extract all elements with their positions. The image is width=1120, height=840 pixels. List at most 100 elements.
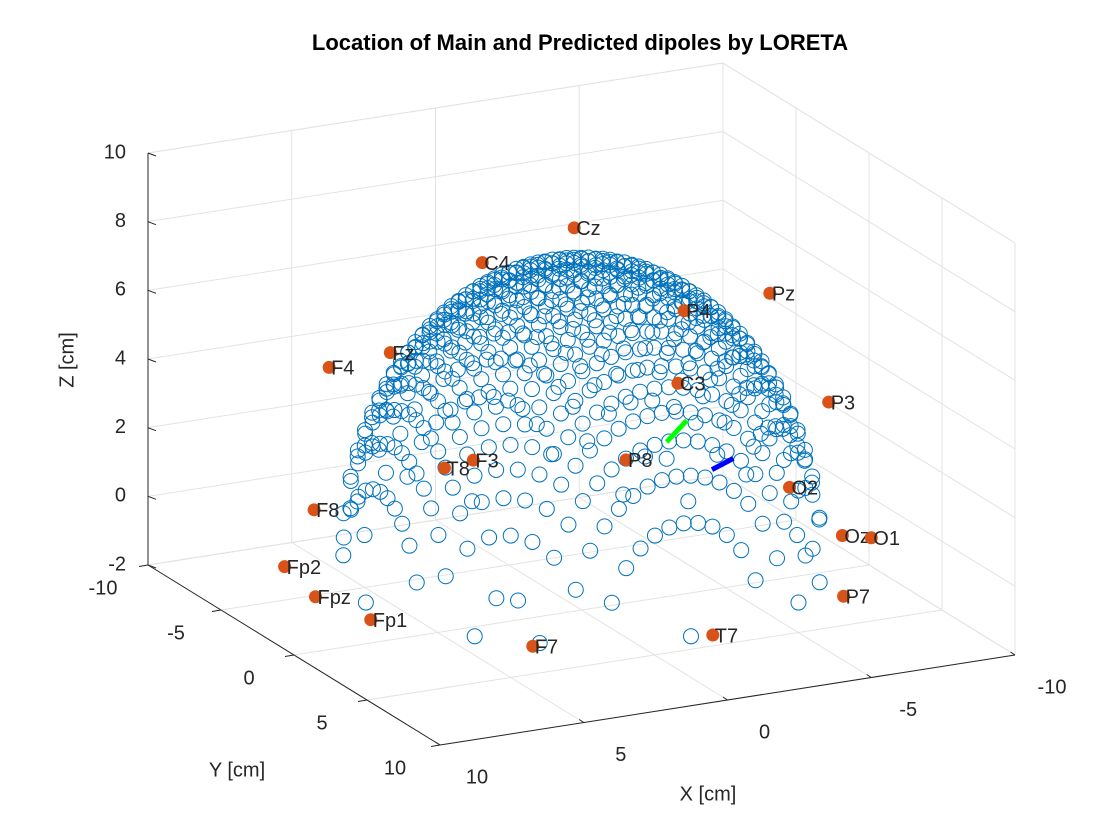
- source-point: [529, 289, 546, 306]
- electrode: [671, 376, 685, 390]
- source-point: [600, 405, 617, 422]
- source-point: [408, 574, 425, 591]
- source-point: [768, 394, 785, 411]
- source-point: [668, 403, 685, 420]
- source-point: [509, 461, 526, 478]
- source-point: [811, 574, 828, 591]
- electrode-label: Fp2: [287, 557, 321, 579]
- source-point: [747, 572, 764, 589]
- source-point: [610, 328, 627, 345]
- source-point: [514, 325, 531, 342]
- electrode-label: F8: [316, 500, 339, 522]
- source-point: [618, 560, 635, 577]
- source-point: [582, 542, 599, 559]
- source-point: [740, 495, 757, 512]
- y-tick-label: 0: [243, 667, 254, 689]
- source-point: [458, 391, 475, 408]
- source-point: [603, 461, 620, 478]
- source-point: [458, 303, 475, 320]
- electrode: [837, 589, 851, 603]
- source-point: [524, 439, 541, 456]
- x-tick: [866, 674, 872, 678]
- source-point: [586, 312, 603, 329]
- z-tick-label: -2: [108, 553, 126, 575]
- x-tick-label: -5: [899, 699, 917, 721]
- electrode: [835, 528, 849, 542]
- electrode-label: Fpz: [317, 587, 350, 609]
- electrode: [706, 628, 720, 642]
- source-point: [516, 327, 533, 344]
- source-point: [492, 350, 509, 367]
- electrode: [383, 346, 397, 360]
- source-point: [502, 436, 519, 453]
- source-point: [783, 493, 800, 510]
- source-point: [472, 291, 489, 308]
- source-point: [495, 416, 512, 433]
- source-point: [646, 436, 663, 453]
- source-point: [523, 381, 540, 398]
- z-tick: [147, 221, 157, 226]
- electrode: [783, 480, 797, 494]
- electrode-label: F3: [475, 450, 498, 472]
- grid-line: [147, 131, 724, 223]
- source-point: [595, 332, 612, 349]
- source-point: [550, 313, 567, 330]
- source-point: [703, 308, 720, 325]
- source-point: [690, 514, 707, 531]
- electrode-label: P3: [831, 392, 855, 414]
- source-point: [335, 547, 352, 564]
- dipole: [664, 418, 689, 444]
- source-point: [531, 352, 548, 369]
- grid-line: [722, 199, 1016, 381]
- source-point: [342, 472, 359, 489]
- source-point: [430, 443, 447, 460]
- grid-line: [366, 609, 943, 701]
- source-point: [429, 333, 446, 350]
- z-tick-label: 10: [104, 141, 126, 163]
- source-point: [661, 519, 678, 536]
- source-point: [422, 430, 439, 447]
- source-point: [401, 537, 418, 554]
- source-point: [603, 348, 620, 365]
- source-point: [610, 500, 627, 517]
- source-point: [507, 304, 524, 321]
- source-point: [745, 438, 762, 455]
- source-point: [364, 409, 381, 426]
- source-point: [566, 311, 583, 328]
- source-point: [761, 375, 778, 392]
- source-point: [711, 412, 728, 429]
- source-point: [789, 527, 806, 544]
- source-point: [521, 305, 538, 322]
- source-point: [790, 594, 807, 611]
- source-point: [451, 319, 468, 336]
- source-point: [761, 430, 778, 447]
- source-point: [343, 501, 360, 518]
- z-tick: [147, 358, 157, 363]
- source-point: [718, 358, 735, 375]
- source-point: [581, 338, 598, 355]
- source-point: [596, 430, 613, 447]
- source-point: [485, 388, 502, 405]
- electrode-label: P8: [628, 450, 652, 472]
- source-point: [589, 475, 606, 492]
- source-point: [682, 404, 699, 421]
- electrode: [822, 395, 836, 409]
- source-point: [651, 364, 668, 381]
- electrode-label: Fp1: [373, 610, 407, 632]
- source-point: [473, 494, 490, 511]
- x-tick-label: 5: [615, 744, 626, 766]
- source-point: [632, 540, 649, 557]
- dipole: [710, 456, 735, 472]
- electrode: [437, 461, 451, 475]
- source-point: [646, 309, 663, 326]
- source-point: [624, 362, 641, 379]
- source-point: [740, 430, 757, 447]
- x-axis-label: X [cm]: [680, 783, 737, 805]
- grid-line: [722, 474, 1016, 656]
- source-point: [725, 378, 742, 395]
- electrode: [307, 503, 321, 517]
- electrode: [475, 256, 489, 270]
- electrode-label: P4: [686, 301, 710, 323]
